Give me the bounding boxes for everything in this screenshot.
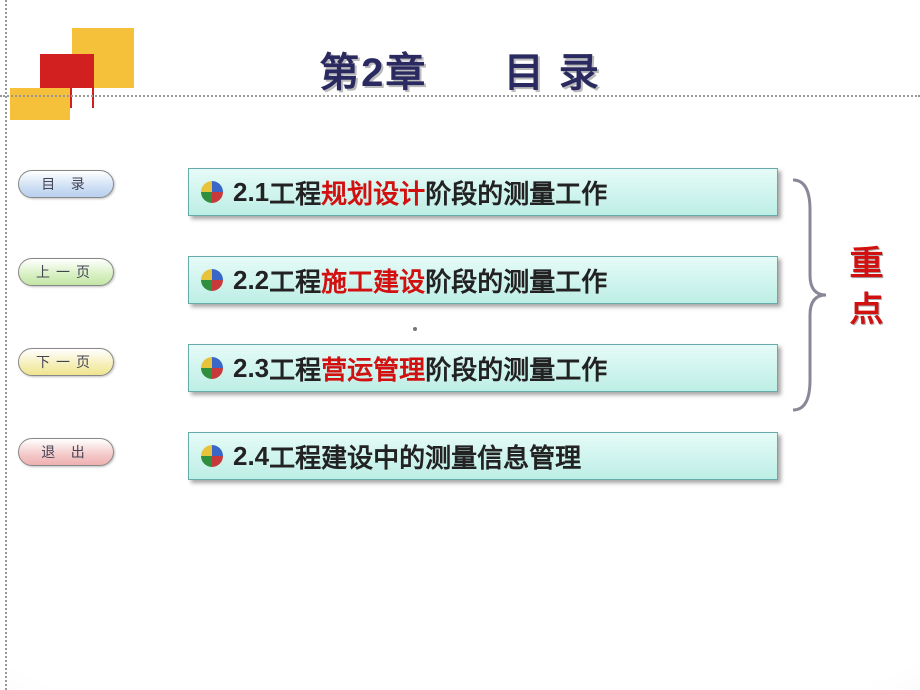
- toc-item-pre: 工程: [269, 350, 321, 387]
- toc-item-2-3[interactable]: 2.3 工程 营运管理 阶段的测量工作: [188, 344, 778, 392]
- toc-item-2-1[interactable]: 2.1 工程 规划设计 阶段的测量工作: [188, 168, 778, 216]
- stray-dot: [413, 327, 417, 331]
- brace-icon: [788, 175, 828, 415]
- bullet-icon: [201, 181, 223, 203]
- nav-toc-button[interactable]: 目 录: [18, 170, 114, 198]
- toc-item-pre: 工程: [269, 174, 321, 211]
- toc-item-hl: 施工建设: [321, 262, 425, 299]
- toc-item-post: 阶段的测量工作: [425, 350, 607, 387]
- toc-item-2-4[interactable]: 2.4 工程建设中的测量信息管理: [188, 432, 778, 480]
- title-chapter: 第2章: [319, 51, 427, 95]
- page-title: 第2章 目 录: [0, 40, 920, 98]
- toc-item-pre: 工程: [269, 262, 321, 299]
- dotted-rule-vertical: [5, 0, 7, 690]
- nav-prev-button[interactable]: 上一页: [18, 258, 114, 286]
- toc-item-hl: 营运管理: [321, 350, 425, 387]
- toc-item-num: 2.4: [233, 441, 269, 472]
- toc-item-num: 2.2: [233, 265, 269, 296]
- keypoint-label: 重点: [838, 245, 887, 337]
- bullet-icon: [201, 269, 223, 291]
- bullet-icon: [201, 445, 223, 467]
- nav-next-label: 下一页: [36, 352, 96, 372]
- nav-exit-button[interactable]: 退 出: [18, 438, 114, 466]
- nav-exit-label: 退 出: [41, 442, 91, 462]
- toc-item-num: 2.3: [233, 353, 269, 384]
- toc-item-num: 2.1: [233, 177, 269, 208]
- nav-prev-label: 上一页: [36, 262, 96, 282]
- toc-item-pre: 工程建设中的测量信息管理: [269, 438, 581, 475]
- toc-item-hl: 规划设计: [321, 174, 425, 211]
- nav-next-button[interactable]: 下一页: [18, 348, 114, 376]
- bullet-icon: [201, 357, 223, 379]
- toc-list: 2.1 工程 规划设计 阶段的测量工作 2.2 工程 施工建设 阶段的测量工作 …: [188, 168, 778, 520]
- title-text: 目 录: [504, 51, 601, 95]
- nav-toc-label: 目 录: [41, 174, 91, 194]
- toc-item-2-2[interactable]: 2.2 工程 施工建设 阶段的测量工作: [188, 256, 778, 304]
- toc-item-post: 阶段的测量工作: [425, 174, 607, 211]
- toc-item-post: 阶段的测量工作: [425, 262, 607, 299]
